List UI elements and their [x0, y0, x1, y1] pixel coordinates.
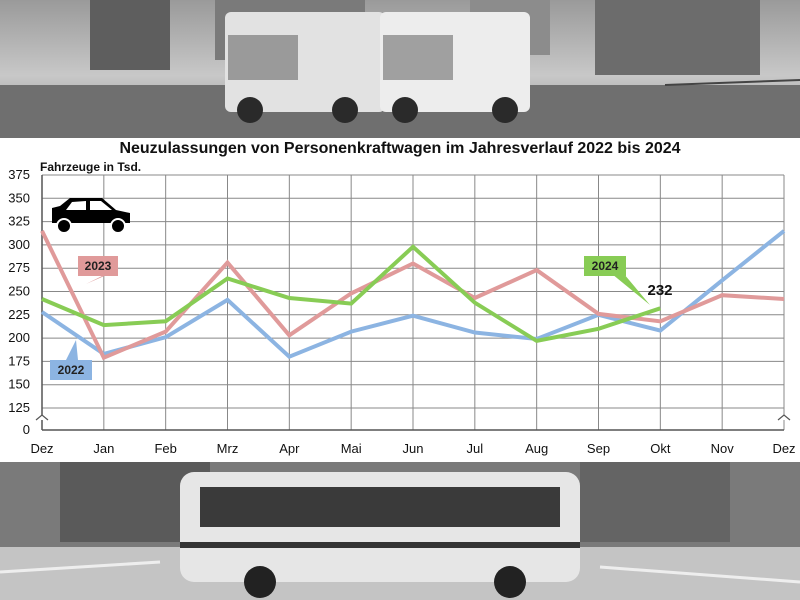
y-tick-label: 325 — [8, 214, 30, 229]
legend-2024-label: 2024 — [592, 259, 619, 273]
car-icon — [52, 198, 130, 234]
series-lines — [40, 229, 786, 361]
x-tick-label: Okt — [650, 441, 671, 456]
x-tick-label: Mai — [341, 441, 362, 456]
y-tick-label: 250 — [8, 284, 30, 299]
bus-photo-drawing — [0, 462, 800, 600]
y-tick-label: 375 — [8, 167, 30, 182]
series-line-2023 — [40, 230, 785, 361]
legend-2024: 2024 — [584, 256, 650, 305]
legend-2022-label: 2022 — [58, 363, 85, 377]
x-tick-label: Mrz — [217, 441, 239, 456]
y-tick-label: 200 — [8, 330, 30, 345]
chart-title: Neuzulassungen von Personenkraftwagen im… — [119, 140, 681, 157]
y-tick-label: 275 — [8, 260, 30, 275]
x-tick-label: Jul — [467, 441, 484, 456]
axis-break-mark — [777, 414, 791, 421]
series-line-2024 — [41, 244, 661, 344]
legend-2023-label: 2023 — [85, 259, 112, 273]
x-tick-label: Sep — [587, 441, 610, 456]
tick-labels: 0 125 150 175 200 225 250 275 300 325 350 375 Dez Jan… — [8, 167, 795, 456]
y-tick-label: 225 — [8, 307, 30, 322]
x-tick-label: Jun — [403, 441, 424, 456]
axes — [35, 175, 791, 431]
y-tick-label: 150 — [8, 377, 30, 392]
legend-2022: 2022 — [50, 340, 92, 380]
x-tick-label: Aug — [525, 441, 548, 456]
y-tick-label: 125 — [8, 400, 30, 415]
x-tick-label: Jan — [93, 441, 114, 456]
trucks-photo-drawing — [0, 0, 800, 138]
x-tick-label: Dez — [772, 441, 795, 456]
grid-lines — [41, 174, 785, 430]
y-tick-label: 350 — [8, 190, 30, 205]
y-axis-unit-label: Fahrzeuge in Tsd. — [40, 160, 142, 174]
legend-2023: 2023 — [78, 256, 118, 284]
y-tick-label: 300 — [8, 237, 30, 252]
x-tick-label: Nov — [711, 441, 735, 456]
x-tick-label: Apr — [279, 441, 300, 456]
x-tick-label: Feb — [154, 441, 176, 456]
x-tick-label: Dez — [30, 441, 53, 456]
trucks-photo — [0, 0, 800, 138]
axis-break-mark — [35, 414, 49, 421]
y-tick-label: 175 — [8, 353, 30, 368]
line-chart: 0 125 150 175 200 225 250 275 300 325 350 375 Dez Jan… — [8, 167, 795, 456]
series-line-2022 — [40, 229, 786, 360]
bus-photo — [0, 462, 800, 600]
value-annotation-2024-okt: 232 — [647, 282, 672, 299]
y-tick-label: 0 — [23, 422, 30, 437]
